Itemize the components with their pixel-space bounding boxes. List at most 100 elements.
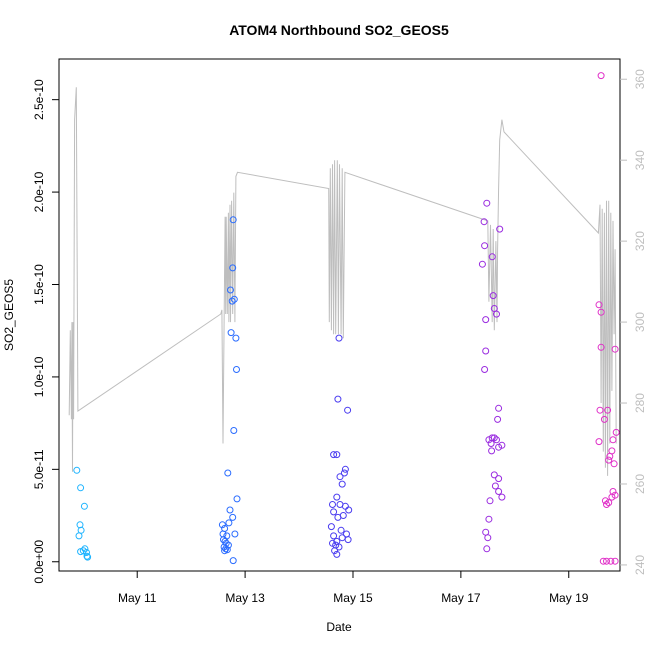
data-point xyxy=(218,521,226,529)
data-point xyxy=(483,545,491,553)
x-tick-label: May 17 xyxy=(441,591,481,605)
y-tick-label: 2.0e-10 xyxy=(32,171,46,212)
data-point xyxy=(330,532,338,540)
data-point xyxy=(229,264,237,272)
data-point xyxy=(596,406,604,414)
data-point xyxy=(493,310,500,318)
data-point xyxy=(229,216,237,224)
data-point xyxy=(344,406,352,414)
data-point xyxy=(491,482,499,490)
data-point xyxy=(495,475,503,483)
x-axis: May 11 May 13 May 15 May 17 May 19 xyxy=(118,571,589,605)
data-point xyxy=(337,526,345,534)
data-point xyxy=(76,521,84,529)
data-point xyxy=(496,225,504,233)
data-point xyxy=(333,550,341,558)
data-point xyxy=(607,557,615,565)
y2-tick-label: 340 xyxy=(633,150,647,170)
data-point xyxy=(604,406,612,414)
data-point xyxy=(229,513,237,521)
data-point xyxy=(345,506,353,514)
secondary-series-line xyxy=(68,87,617,476)
data-point xyxy=(338,480,346,488)
data-point xyxy=(495,443,503,451)
data-point xyxy=(595,301,603,309)
data-point xyxy=(227,329,235,337)
y-axis-label: SO2_GEOS5 xyxy=(2,279,16,351)
data-point xyxy=(329,501,336,508)
y-axis: 0.0e+00 5.0e-11 1.0e-10 1.5e-10 2.0e-10 2.5e-… xyxy=(32,79,59,584)
data-point xyxy=(230,295,238,303)
data-point xyxy=(481,366,489,373)
data-point xyxy=(73,466,81,474)
data-point xyxy=(600,415,608,423)
data-point xyxy=(77,526,85,534)
data-point xyxy=(484,534,492,542)
data-point xyxy=(333,493,341,501)
data-point xyxy=(481,242,489,250)
y2-tick-label: 320 xyxy=(633,231,647,251)
x-tick-label: May 15 xyxy=(333,591,373,605)
x-tick-label: May 13 xyxy=(225,591,265,605)
data-point xyxy=(344,536,352,544)
data-point xyxy=(610,460,618,468)
y2-tick-label: 240 xyxy=(633,555,647,575)
data-point xyxy=(612,428,620,436)
data-point xyxy=(486,497,494,505)
data-point xyxy=(490,434,498,442)
data-point xyxy=(603,501,610,508)
secondary-series-layer xyxy=(68,87,617,476)
data-point xyxy=(488,253,496,261)
data-point xyxy=(223,546,231,554)
data-point xyxy=(230,427,238,434)
data-point xyxy=(228,297,236,305)
data-point xyxy=(483,199,491,207)
data-point xyxy=(330,508,338,516)
data-point xyxy=(498,493,506,501)
chart-title: ATOM4 Northbound SO2_GEOS5 xyxy=(229,22,449,38)
data-point xyxy=(603,557,610,565)
data-point xyxy=(83,549,90,556)
data-point xyxy=(334,513,342,521)
y2-tick-label: 300 xyxy=(633,312,647,332)
data-point xyxy=(233,495,241,503)
data-point xyxy=(81,545,89,553)
data-point xyxy=(335,334,343,342)
data-point xyxy=(333,451,341,459)
data-point xyxy=(340,469,348,477)
data-point xyxy=(336,473,344,481)
data-point xyxy=(489,292,497,300)
data-point xyxy=(338,534,346,542)
data-point xyxy=(482,347,490,355)
x-tick-label: May 11 xyxy=(118,591,157,605)
data-point xyxy=(488,447,496,455)
y-tick-label: 0.0e+00 xyxy=(32,540,46,584)
data-point xyxy=(334,395,342,403)
data-point xyxy=(226,506,234,514)
y2-tick-label: 360 xyxy=(633,69,647,89)
data-point xyxy=(599,557,607,565)
data-point xyxy=(335,543,343,551)
data-point xyxy=(331,547,339,555)
data-point xyxy=(227,286,234,294)
y-tick-label: 1.0e-10 xyxy=(32,356,46,397)
data-point xyxy=(606,452,614,460)
data-point xyxy=(341,465,349,473)
data-point xyxy=(480,218,488,226)
data-point xyxy=(611,345,619,353)
data-point xyxy=(482,316,490,324)
data-point xyxy=(609,436,617,444)
data-point xyxy=(231,530,239,538)
data-point xyxy=(495,488,503,495)
data-point xyxy=(478,260,486,268)
data-point xyxy=(77,484,85,492)
data-point xyxy=(493,436,500,444)
points-layer xyxy=(73,72,620,565)
data-point xyxy=(595,438,603,446)
y-tick-label: 5.0e-11 xyxy=(32,449,46,489)
x-axis-label: Date xyxy=(326,620,352,634)
data-point xyxy=(597,72,605,80)
data-point xyxy=(224,469,232,477)
data-point xyxy=(495,404,503,412)
data-point xyxy=(84,553,92,561)
